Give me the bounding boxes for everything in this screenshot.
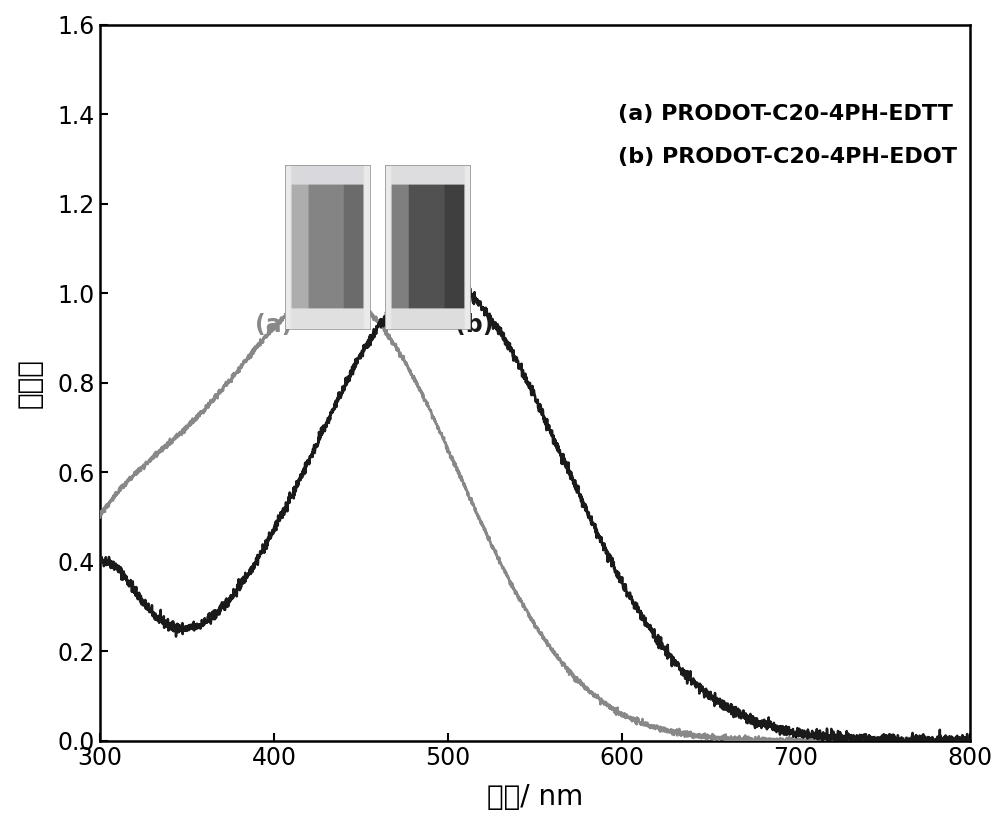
Text: (b): (b) [455, 313, 493, 337]
Text: (a) PRODOT-C20-4PH-EDTT: (a) PRODOT-C20-4PH-EDTT [618, 105, 953, 124]
Text: (b) PRODOT-C20-4PH-EDOT: (b) PRODOT-C20-4PH-EDOT [618, 147, 957, 167]
Text: (a): (a) [255, 313, 293, 337]
Y-axis label: 吸光度: 吸光度 [16, 358, 44, 407]
X-axis label: 波长/ nm: 波长/ nm [487, 783, 583, 811]
